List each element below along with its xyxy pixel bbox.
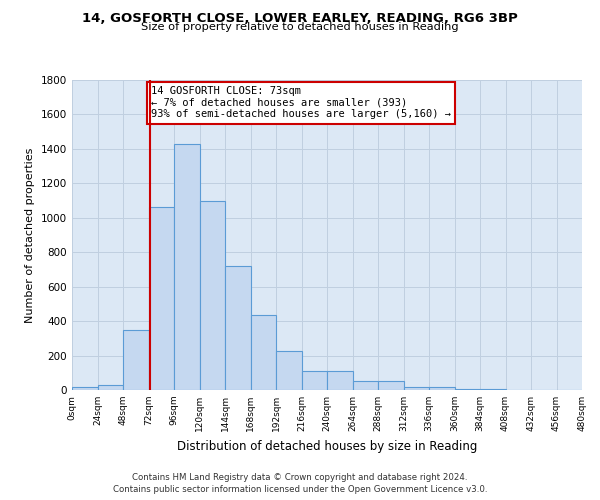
Text: Contains public sector information licensed under the Open Government Licence v3: Contains public sector information licen… <box>113 485 487 494</box>
Text: 14, GOSFORTH CLOSE, LOWER EARLEY, READING, RG6 3BP: 14, GOSFORTH CLOSE, LOWER EARLEY, READIN… <box>82 12 518 26</box>
Y-axis label: Number of detached properties: Number of detached properties <box>25 148 35 322</box>
Bar <box>225 266 251 390</box>
Bar <box>353 380 378 390</box>
Bar <box>123 330 149 390</box>
Bar <box>276 351 302 390</box>
Bar <box>404 386 429 390</box>
Bar <box>480 388 505 390</box>
Bar <box>72 388 97 390</box>
Text: Contains HM Land Registry data © Crown copyright and database right 2024.: Contains HM Land Registry data © Crown c… <box>132 472 468 482</box>
Bar <box>174 144 199 390</box>
Bar <box>378 382 404 390</box>
Bar <box>429 386 455 390</box>
Bar <box>302 371 327 390</box>
Bar <box>97 385 123 390</box>
Bar <box>455 389 480 390</box>
Bar <box>199 202 225 390</box>
Text: 14 GOSFORTH CLOSE: 73sqm
← 7% of detached houses are smaller (393)
93% of semi-d: 14 GOSFORTH CLOSE: 73sqm ← 7% of detache… <box>151 86 451 120</box>
X-axis label: Distribution of detached houses by size in Reading: Distribution of detached houses by size … <box>177 440 477 452</box>
Bar <box>327 371 353 390</box>
Bar <box>149 208 174 390</box>
Bar <box>251 315 276 390</box>
Text: Size of property relative to detached houses in Reading: Size of property relative to detached ho… <box>141 22 459 32</box>
